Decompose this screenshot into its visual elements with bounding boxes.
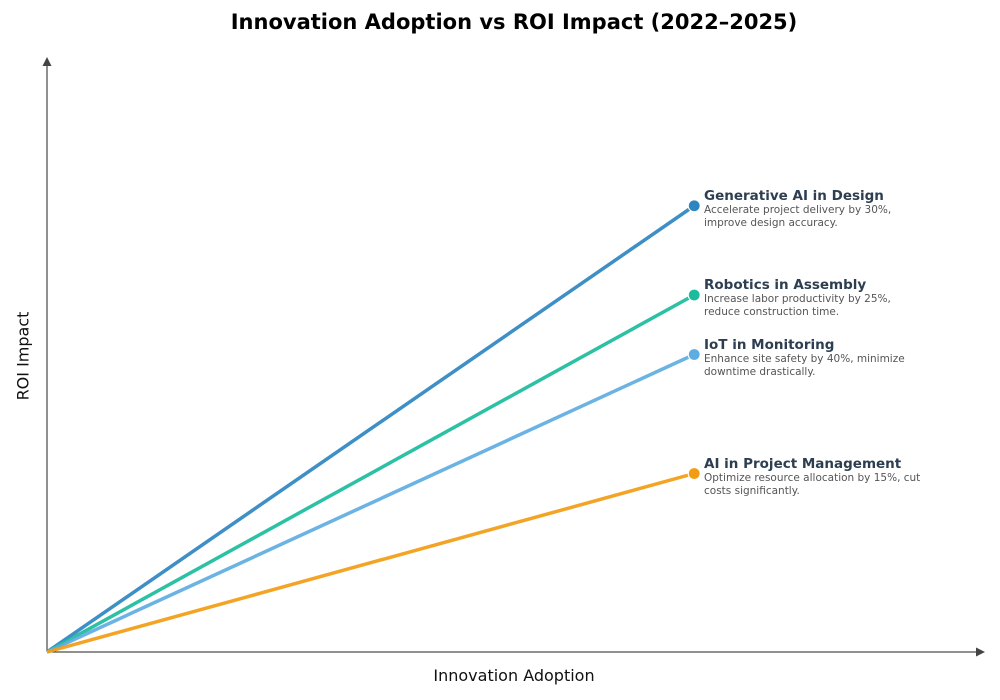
series-end-point xyxy=(687,199,701,213)
chart-title: Innovation Adoption vs ROI Impact (2022–… xyxy=(230,10,798,34)
series-description: Enhance site safety by 40%, minimize dow… xyxy=(704,352,905,378)
x-axis-label: Innovation Adoption xyxy=(433,666,595,685)
series-name: IoT in Monitoring xyxy=(704,336,835,353)
series-end-point xyxy=(687,466,701,481)
series-name: AI in Project Management xyxy=(704,455,902,472)
series-annotation: Generative AI in Design Accelerate projec… xyxy=(704,188,924,230)
series-description: Accelerate project delivery by 30%, impr… xyxy=(704,203,892,229)
series-end-point xyxy=(687,288,701,302)
series-line xyxy=(46,204,696,654)
x-axis-arrow xyxy=(976,647,985,657)
y-axis-label: ROI Impact xyxy=(13,311,33,401)
series-name: Robotics in Assembly xyxy=(704,277,867,293)
series-annotation: Robotics in Assembly Increase labor produ… xyxy=(704,277,924,319)
series-name: Generative AI in Design xyxy=(704,187,884,204)
series-line xyxy=(46,471,695,654)
series-annotation: AI in Project Management Optimize resourc… xyxy=(704,456,924,498)
series-line xyxy=(46,293,696,654)
series-line xyxy=(46,352,695,654)
series-annotation: IoT in Monitoring Enhance site safety by … xyxy=(704,337,924,379)
series-description: Optimize resource allocation by 15%, cut… xyxy=(704,471,921,497)
series-description: Increase labor productivity by 25%, redu… xyxy=(704,293,891,318)
series-end-point xyxy=(687,347,701,362)
y-axis-arrow xyxy=(42,57,52,66)
